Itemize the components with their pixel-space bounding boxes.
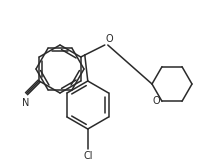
Text: Cl: Cl (83, 151, 92, 161)
Text: O: O (106, 34, 113, 44)
Text: N: N (22, 98, 29, 108)
Text: O: O (152, 96, 160, 106)
